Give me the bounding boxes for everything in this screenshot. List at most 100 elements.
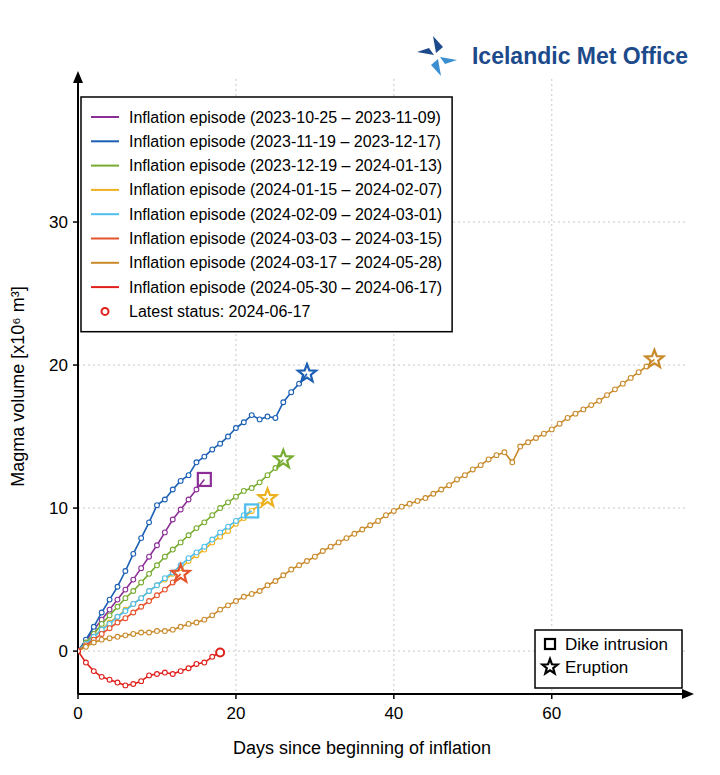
data-point — [115, 680, 120, 685]
data-point — [628, 376, 633, 381]
data-point — [194, 487, 199, 492]
data-point — [99, 610, 104, 615]
data-point — [139, 604, 144, 609]
data-point — [249, 486, 254, 491]
data-point — [131, 632, 136, 637]
data-point — [557, 421, 562, 426]
data-point — [170, 547, 175, 552]
data-point — [218, 530, 223, 535]
series — [78, 649, 224, 688]
data-point — [186, 497, 191, 502]
data-point — [218, 441, 223, 446]
data-point — [78, 649, 80, 654]
data-point — [139, 566, 144, 571]
data-point — [265, 583, 270, 588]
data-point — [147, 630, 152, 635]
data-point — [360, 527, 365, 532]
tick-label: 40 — [384, 704, 403, 723]
data-point — [83, 660, 88, 665]
data-point — [234, 494, 239, 499]
data-point — [234, 426, 239, 431]
data-point — [210, 654, 215, 659]
legend-swatch — [91, 116, 119, 118]
x-axis-arrow — [682, 689, 694, 699]
grid-line — [78, 79, 79, 694]
data-point — [162, 576, 167, 581]
event-legend-swatch — [545, 639, 555, 649]
data-point — [155, 583, 160, 588]
legend-label: Inflation episode (2024-03-03 – 2024-03-… — [129, 230, 442, 247]
data-point — [178, 540, 183, 545]
series-line — [78, 359, 654, 651]
data-point — [131, 610, 136, 615]
data-point — [78, 649, 80, 654]
data-point — [139, 536, 144, 541]
data-point — [344, 536, 349, 541]
data-point — [170, 517, 175, 522]
x-axis-label: Days since beginning of inflation — [233, 738, 491, 758]
grid-line — [78, 508, 686, 509]
data-point — [194, 526, 199, 531]
series-line — [78, 574, 181, 651]
data-point — [147, 589, 152, 594]
data-point — [123, 683, 128, 688]
legend-swatch — [91, 140, 119, 142]
series-line — [78, 374, 307, 651]
data-point — [210, 613, 215, 618]
data-point — [281, 400, 286, 405]
data-point — [376, 519, 381, 524]
data-point — [273, 579, 278, 584]
data-point — [518, 444, 523, 449]
data-point — [265, 414, 270, 419]
data-point — [78, 649, 80, 654]
series — [78, 564, 190, 653]
data-point — [131, 601, 136, 606]
data-point — [265, 473, 270, 478]
series-line — [78, 459, 283, 651]
data-point — [115, 604, 120, 609]
data-point — [115, 614, 120, 619]
data-point — [463, 473, 468, 478]
data-point — [147, 520, 152, 525]
data-point — [115, 584, 120, 589]
series — [78, 364, 316, 653]
series — [78, 350, 663, 654]
data-point — [147, 554, 152, 559]
data-point — [218, 607, 223, 612]
data-point — [194, 550, 199, 555]
data-point — [541, 431, 546, 436]
data-point — [123, 609, 128, 614]
legend: Inflation episode (2023-10-25 – 2023-11-… — [81, 97, 452, 332]
data-point — [636, 370, 641, 375]
data-point — [415, 499, 420, 504]
end-marker — [258, 489, 276, 506]
logo-icon — [431, 59, 441, 76]
series — [78, 473, 211, 654]
data-point — [162, 629, 167, 634]
data-point — [155, 672, 160, 677]
data-point — [131, 589, 136, 594]
data-point — [139, 630, 144, 635]
data-point — [526, 440, 531, 445]
data-point — [107, 626, 112, 631]
data-point — [162, 554, 167, 559]
data-point — [107, 677, 112, 682]
data-point — [194, 662, 199, 667]
data-point — [139, 596, 144, 601]
legend-swatch — [91, 286, 119, 288]
data-point — [131, 577, 136, 582]
data-point — [186, 473, 191, 478]
end-marker — [198, 473, 211, 486]
data-point — [336, 540, 341, 545]
data-point — [186, 622, 191, 627]
legend-swatch — [91, 262, 119, 264]
data-point — [107, 607, 112, 612]
data-point — [194, 620, 199, 625]
data-point — [194, 460, 199, 465]
legend-label: Latest status: 2024-06-17 — [129, 303, 311, 320]
data-point — [226, 500, 231, 505]
data-point — [147, 571, 152, 576]
data-point — [147, 589, 152, 594]
data-point — [115, 620, 120, 625]
end-marker — [216, 649, 224, 657]
